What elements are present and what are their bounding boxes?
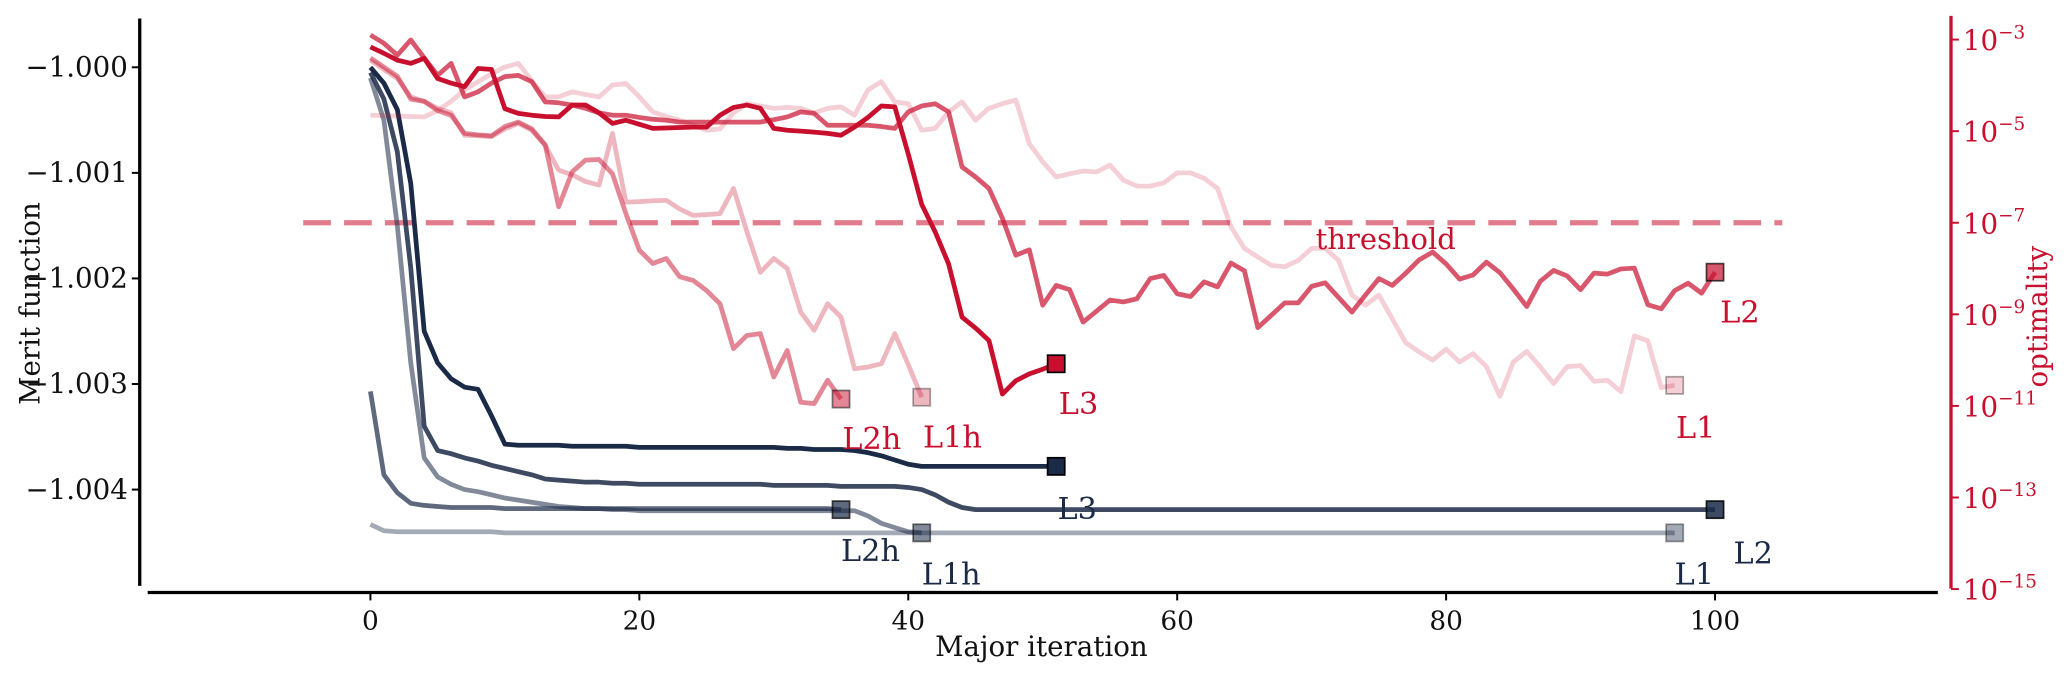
x-tick-label: 20 xyxy=(623,606,657,636)
optimality-line-l1 xyxy=(370,60,1676,399)
right-y-tick-label: 10−9 xyxy=(1963,297,2025,332)
right-y-tick-exponent: −11 xyxy=(1998,389,2037,410)
merit-end-marker-l3 xyxy=(1046,456,1066,476)
optimality-end-label-l1h: L1h xyxy=(923,420,982,455)
right-y-tick-base: 10 xyxy=(1963,574,1998,607)
right-y-tick-exponent: −5 xyxy=(1998,114,2025,135)
optimality-line-l2h xyxy=(369,55,843,407)
merit-line-l3 xyxy=(368,65,1057,469)
merit-end-marker-l2h xyxy=(831,500,851,520)
merit-end-label-l3: L3 xyxy=(1057,492,1096,527)
right-y-tick-label: 10−7 xyxy=(1963,205,2025,240)
left-y-tick-label: −1.003 xyxy=(25,367,127,400)
right-y-tick-label: 10−13 xyxy=(1963,480,2037,515)
left-y-tick-label: −1.002 xyxy=(25,262,127,295)
right-y-tick-label: 10−15 xyxy=(1963,572,2037,607)
right-y-tick-base: 10 xyxy=(1963,299,1998,332)
merit-line-l2h xyxy=(368,391,842,513)
merit-line-l2 xyxy=(368,71,1716,513)
merit-end-label-l1: L1 xyxy=(1675,557,1714,592)
right-y-tick-exponent: −15 xyxy=(1998,572,2037,593)
merit-line-l1 xyxy=(369,522,1675,536)
left-y-tick-label: −1.001 xyxy=(25,156,127,189)
right-y-tick-base: 10 xyxy=(1963,207,1998,240)
optimality-end-marker-l2h xyxy=(831,389,851,409)
x-axis-title: Major iteration xyxy=(935,630,1148,663)
merit-end-label-l2: L2 xyxy=(1733,537,1772,572)
merit-series-group xyxy=(368,65,1725,543)
left-y-tick-label: −1.000 xyxy=(25,51,127,84)
left-y-tick-label: −1.004 xyxy=(25,473,127,506)
right-y-tick-label: 10−11 xyxy=(1963,389,2037,424)
optimality-end-marker-l1h xyxy=(912,387,932,407)
right-y-tick-base: 10 xyxy=(1963,390,1998,423)
optimality-end-label-l2: L2 xyxy=(1720,295,1759,330)
optimality-line-l1h xyxy=(369,58,924,399)
right-y-axis-title: optimality xyxy=(2021,246,2054,388)
optimality-end-label-l1: L1 xyxy=(1676,411,1715,446)
right-y-tick-exponent: −13 xyxy=(1998,480,2037,501)
merit-end-label-l1h: L1h xyxy=(922,557,981,592)
right-y-tick-exponent: −7 xyxy=(1998,205,2025,226)
right-y-tick-label: 10−3 xyxy=(1963,22,2025,57)
merit-end-label-l2h: L2h xyxy=(841,534,900,569)
left-y-axis-title: Merit function xyxy=(14,202,47,405)
optimality-end-marker-l2 xyxy=(1705,262,1725,282)
x-tick-label: 60 xyxy=(1160,606,1194,636)
merit-end-marker-l1h xyxy=(912,523,932,543)
optimality-end-label-l3: L3 xyxy=(1059,387,1098,422)
optimality-end-marker-l3 xyxy=(1046,354,1066,374)
axes: 0 20 40 60 80 100 −1.000 −1.001 −1.002 −1.003 −1.0… xyxy=(25,15,2037,636)
optimality-end-marker-l1 xyxy=(1665,375,1685,395)
right-y-tick-base: 10 xyxy=(1963,24,1998,57)
x-tick-label: 0 xyxy=(362,606,379,636)
optimality-line-l3 xyxy=(369,44,1058,397)
merit-end-marker-l2 xyxy=(1705,500,1725,520)
right-y-tick-base: 10 xyxy=(1963,482,1998,515)
merit-end-marker-l1 xyxy=(1665,523,1685,543)
optimality-end-label-l2h: L2h xyxy=(842,422,901,457)
x-tick-label: 80 xyxy=(1429,606,1463,636)
x-tick-label: 100 xyxy=(1690,606,1740,636)
right-y-tick-base: 10 xyxy=(1963,116,1998,149)
merit-line-l1h xyxy=(368,77,922,536)
right-y-tick-label: 10−5 xyxy=(1963,114,2025,149)
optimality-series-group xyxy=(369,32,1725,409)
series-end-labels: L1 L1h L2h L2 L3 L1 L1h L2h L2 L3 xyxy=(841,295,1773,592)
x-tick-label: 40 xyxy=(892,606,926,636)
optimality-line-l2 xyxy=(369,32,1718,331)
right-y-tick-exponent: −3 xyxy=(1998,22,2025,43)
right-y-tick-exponent: −9 xyxy=(1998,297,2025,318)
